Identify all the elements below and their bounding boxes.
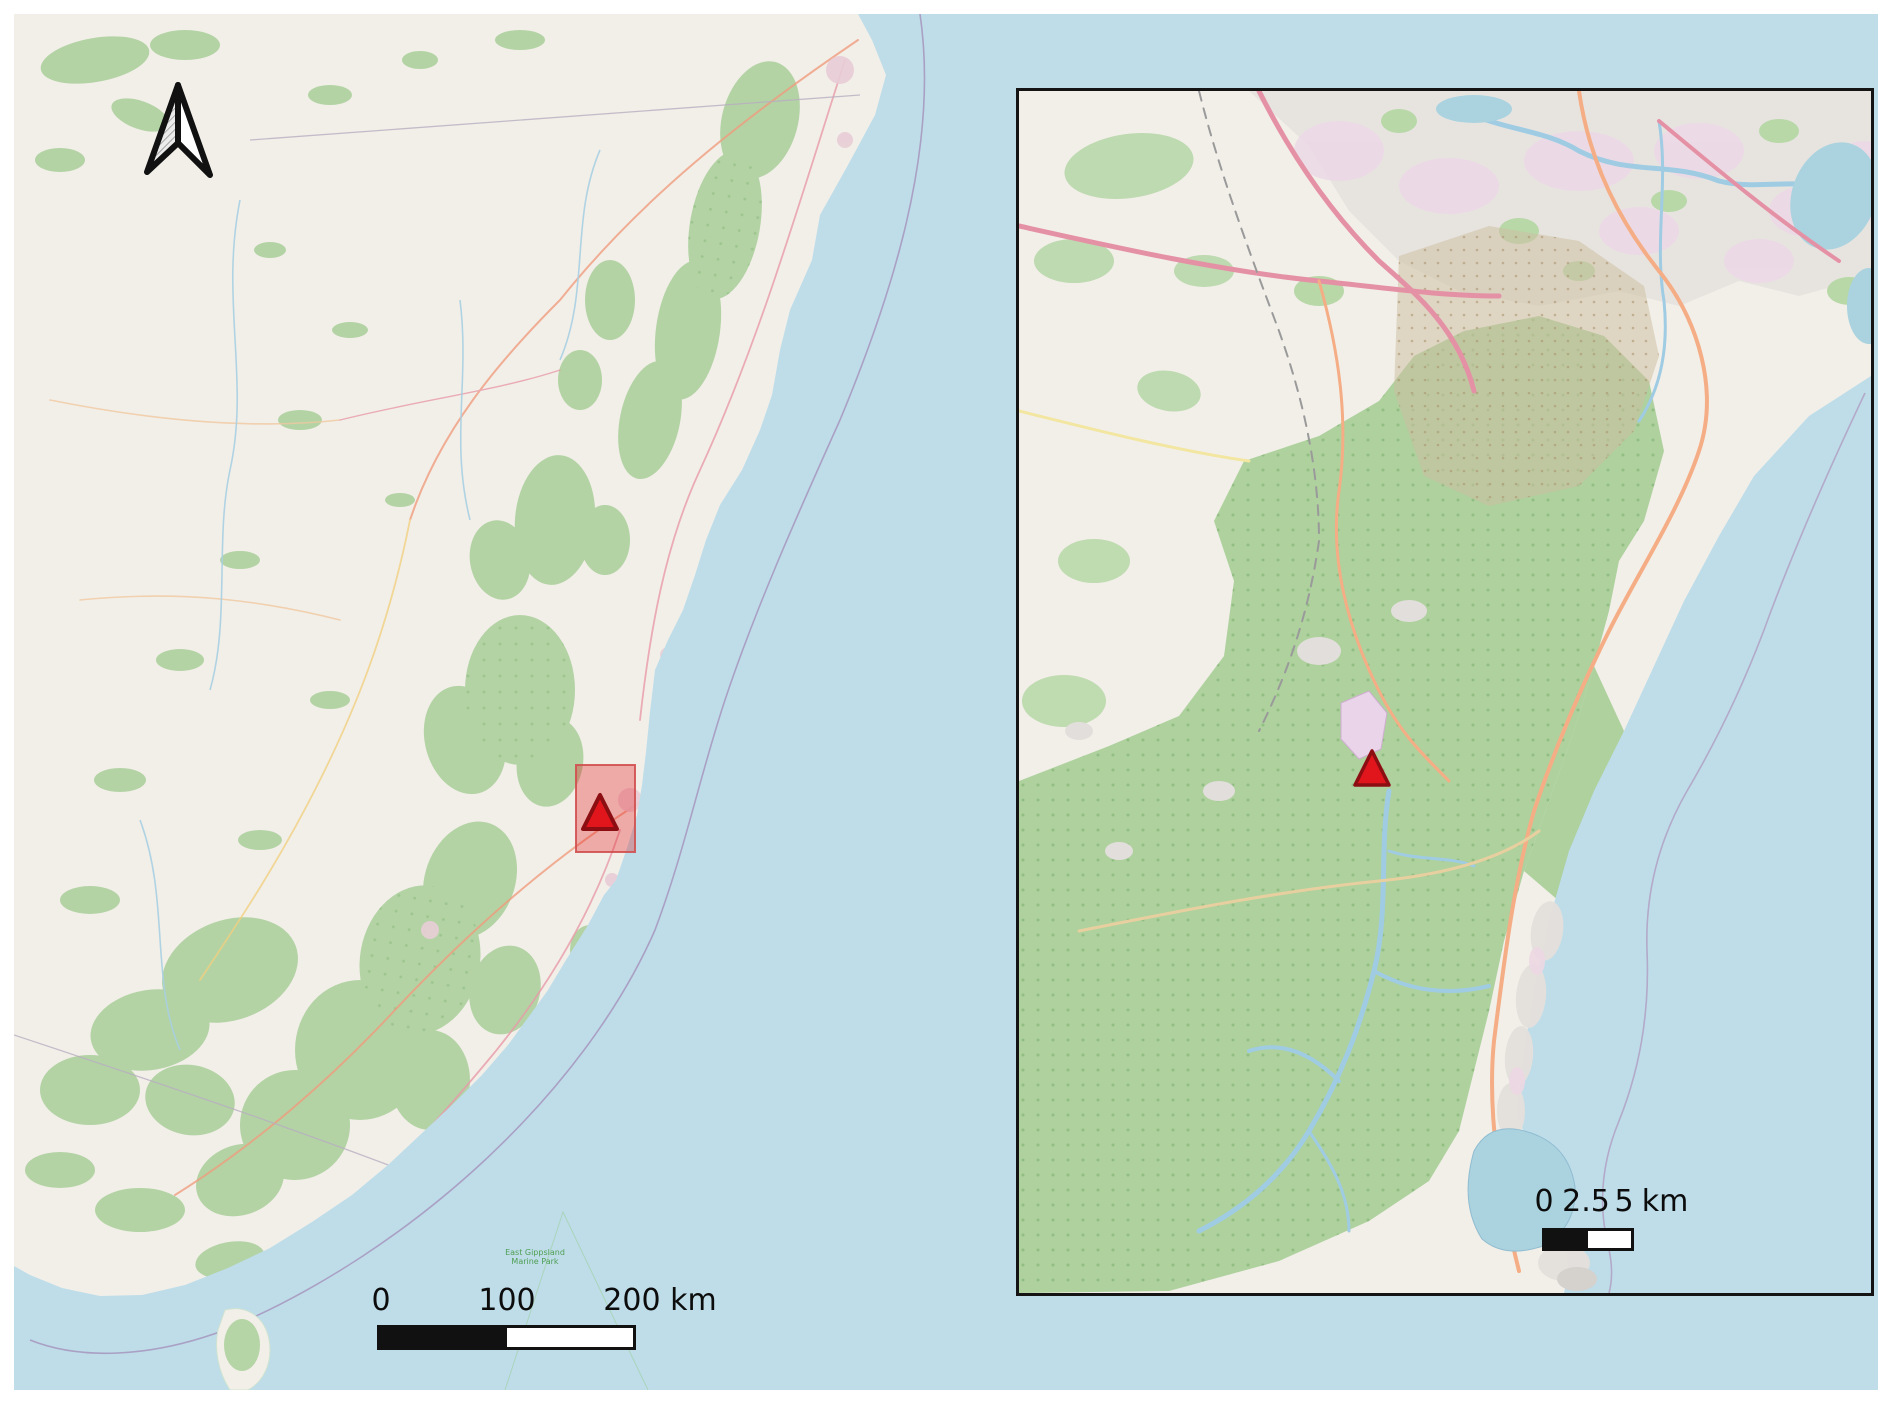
escarpment-forest — [1524, 666, 1624, 901]
inset-roads — [1019, 91, 1841, 1273]
inset-maritime-boundary — [1601, 392, 1866, 1293]
river-lines — [139, 149, 601, 1051]
scale-tick-label: 5 — [1614, 1184, 1634, 1219]
scale-bar-graphic — [1542, 1228, 1634, 1251]
study-site-marker-icon — [581, 793, 619, 831]
marine-park-label: East Gippsland Marine Park — [505, 1248, 565, 1267]
scale-tick-label: 2.5 — [1562, 1184, 1610, 1219]
quarry-polygon — [1340, 690, 1388, 760]
peninsula-forest — [224, 1319, 260, 1371]
inset-map: 0 2.5 5 km — [1016, 88, 1874, 1296]
scale-tick-label: 200 km — [603, 1283, 717, 1318]
road-lines — [49, 39, 859, 1211]
inset-scale-bar: 0 2.5 5 km — [1497, 1184, 1717, 1264]
scale-tick-label: 0 — [1534, 1184, 1554, 1219]
scale-bar-black-segment — [380, 1328, 507, 1347]
town-patches — [1065, 600, 1427, 860]
coastal-lagoon — [1467, 1128, 1576, 1252]
scale-tick-label: 100 — [478, 1283, 536, 1318]
rural-forest-patches — [1022, 133, 1234, 727]
national-park-dot-texture — [1019, 316, 1664, 1293]
study-site-marker-icon — [1353, 749, 1391, 787]
north-arrow-icon — [144, 82, 213, 178]
forest-dot-texture — [359, 150, 762, 1035]
inset-map-canvas — [1019, 91, 1871, 1293]
scale-unit-label: km — [1641, 1184, 1689, 1219]
scale-bar-black-segment — [1545, 1231, 1588, 1248]
water-bodies — [1436, 95, 1871, 344]
main-scale-bar: 0 100 200 km — [340, 1283, 760, 1363]
scale-tick-label: 0 — [371, 1283, 391, 1318]
industrial-area — [1557, 1267, 1597, 1291]
rivers — [1196, 98, 1842, 1234]
inset-ocean — [1517, 376, 1871, 1293]
scale-bar-graphic — [377, 1325, 636, 1350]
